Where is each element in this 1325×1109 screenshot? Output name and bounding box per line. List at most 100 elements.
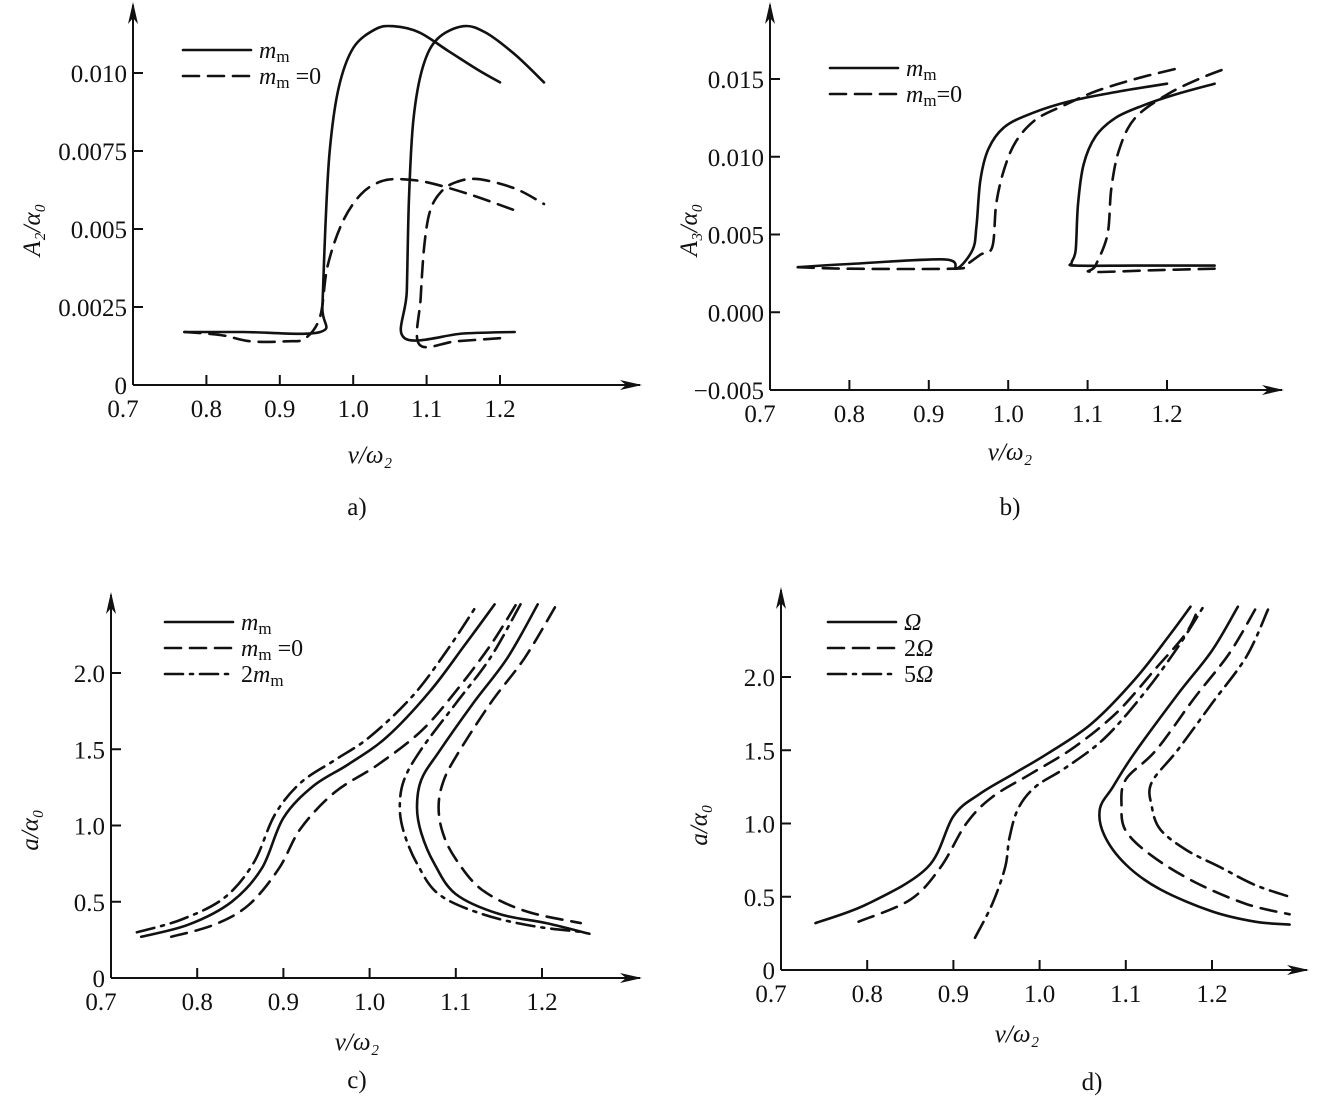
panel-caption: d) <box>1082 1069 1103 1096</box>
y-tick-label: 1.5 <box>744 738 775 765</box>
legend-label: mm <box>259 38 290 66</box>
x-tick-label: 0.8 <box>191 396 222 423</box>
legend-subscript: m <box>258 645 271 664</box>
x-axis-arrow-icon <box>1287 965 1309 975</box>
series-a-solid-0 <box>183 24 502 336</box>
y-tick-label: 0.000 <box>708 300 764 327</box>
x-tick-label: 0.8 <box>182 989 213 1016</box>
x-tick-label: 0.7 <box>755 981 786 1008</box>
series-b-dashed-2 <box>796 66 1181 271</box>
x-axis-arrow-icon <box>620 380 642 390</box>
legend-label: mm <box>906 56 937 84</box>
x-tick-label: 0.9 <box>268 989 299 1016</box>
panel-caption: c) <box>347 1067 366 1094</box>
y-tick-label: 1.0 <box>74 814 105 841</box>
legend-subscript: m <box>923 65 936 84</box>
x-axis-arrow-icon <box>620 973 642 983</box>
legend-symbol: m <box>241 636 258 662</box>
legend-label: 2Ω <box>904 636 933 662</box>
y-axis-title: a/α₀ <box>686 804 713 845</box>
chart-d: 0.7 0.8 0.9 1.0 1.1 1.2 0 0.5 1.0 1.5 2.0 v/ω₂ a/α₀ d… <box>686 587 1309 1096</box>
y-tick-label: 2.0 <box>744 665 775 692</box>
y-axis-arrow-icon <box>106 592 116 614</box>
legend-prefix: 2 <box>241 662 253 688</box>
y-tick-label: 0.005 <box>708 223 764 250</box>
y-tick-label: 0.0025 <box>58 295 127 322</box>
y-axis-title: A₃/α₀ <box>676 204 703 259</box>
legend-symbol: m <box>253 662 270 688</box>
y-tick-label: 2.0 <box>74 661 105 688</box>
x-tick-label: 1.0 <box>993 401 1024 428</box>
series-c-dashdot-3 <box>398 603 587 934</box>
x-tick-label: 0.9 <box>264 396 295 423</box>
legend-symbol: m <box>241 610 258 636</box>
y-tick-label: 0.010 <box>71 61 127 88</box>
series-b-solid-1 <box>1068 82 1216 268</box>
series-c-dashdot-0 <box>135 603 479 934</box>
y-tick-label: 0.010 <box>708 145 764 172</box>
x-tick-label: 1.2 <box>526 989 557 1016</box>
series-c-solid-4 <box>415 603 591 936</box>
legend-symbol: Ω <box>904 610 921 636</box>
y-tick-label: 0.0075 <box>58 139 127 166</box>
legend-symbol: m <box>259 38 276 64</box>
legend-subscript: m <box>276 73 289 92</box>
y-tick-label: 0.005 <box>71 217 127 244</box>
legend-subscript: m <box>258 619 271 638</box>
legend-suffix: =0 <box>272 636 304 662</box>
legend-symbol: Ω <box>916 662 933 688</box>
series-b-dashed-3 <box>1086 68 1224 274</box>
chart-b: 0.7 0.8 0.9 1.0 1.1 1.2 −0.005 0.000 0.005 0.010 0… <box>676 2 1284 521</box>
x-tick-label: 1.2 <box>484 396 515 423</box>
y-tick-label: −0.005 <box>694 378 764 405</box>
legend-label: 5Ω <box>904 662 933 688</box>
legend-suffix: =0 <box>937 82 963 108</box>
y-axis-arrow-icon <box>765 2 775 24</box>
series-d-dashed-4 <box>1120 608 1291 916</box>
series-d-solid-0 <box>814 605 1192 925</box>
x-tick-label: 1.0 <box>1024 981 1055 1008</box>
x-tick-label: 0.7 <box>744 401 775 428</box>
series-c-dashed-2 <box>170 603 518 939</box>
series-d-dashdot-5 <box>1148 608 1291 899</box>
y-axis-title: a/α₀ <box>17 809 44 850</box>
y-axis-title: A₂/α₀ <box>19 204 46 259</box>
y-axis-arrow-icon <box>128 2 138 24</box>
x-tick-label: 0.9 <box>913 401 944 428</box>
x-axis-title: v/ω₂ <box>348 442 393 469</box>
series-b-solid-0 <box>796 82 1169 271</box>
legend-label: mm =0 <box>241 636 303 664</box>
y-tick-label: 0.015 <box>708 67 764 94</box>
x-tick-label: 1.1 <box>440 989 471 1016</box>
x-tick-label: 0.8 <box>852 981 883 1008</box>
legend-subscript: m <box>276 47 289 66</box>
legend-label: 2mm <box>241 662 284 690</box>
series-d-solid-3 <box>1098 605 1291 926</box>
legend-suffix: =0 <box>290 64 322 90</box>
y-tick-label: 1.5 <box>74 737 105 764</box>
panel-caption: a) <box>347 494 366 521</box>
y-tick-label: 0 <box>115 373 128 400</box>
x-tick-label: 1.0 <box>338 396 369 423</box>
series-d-dashed-1 <box>857 605 1201 923</box>
x-tick-label: 1.1 <box>1072 401 1103 428</box>
x-tick-label: 1.0 <box>354 989 385 1016</box>
chart-a: 0.7 0.8 0.9 1.0 1.1 1.2 0 0.0025 0.005 0.0075 0.01… <box>19 2 642 521</box>
x-tick-label: 1.2 <box>1196 981 1227 1008</box>
x-tick-label: 0.7 <box>107 396 138 423</box>
legend-symbol: Ω <box>916 636 933 662</box>
legend-prefix: 5 <box>904 662 916 688</box>
x-tick-label: 1.1 <box>411 396 442 423</box>
legend-label: mm =0 <box>259 64 321 92</box>
legend-prefix: 2 <box>904 636 916 662</box>
legend-label: mm=0 <box>906 82 962 110</box>
series-d-dashdot-2 <box>973 605 1205 940</box>
series-a-dashed-3 <box>415 177 546 349</box>
y-tick-label: 0.5 <box>74 890 105 917</box>
series-a-dashed-2 <box>183 177 516 344</box>
x-axis-title: v/ω₂ <box>335 1029 380 1056</box>
y-tick-label: 0.5 <box>744 885 775 912</box>
